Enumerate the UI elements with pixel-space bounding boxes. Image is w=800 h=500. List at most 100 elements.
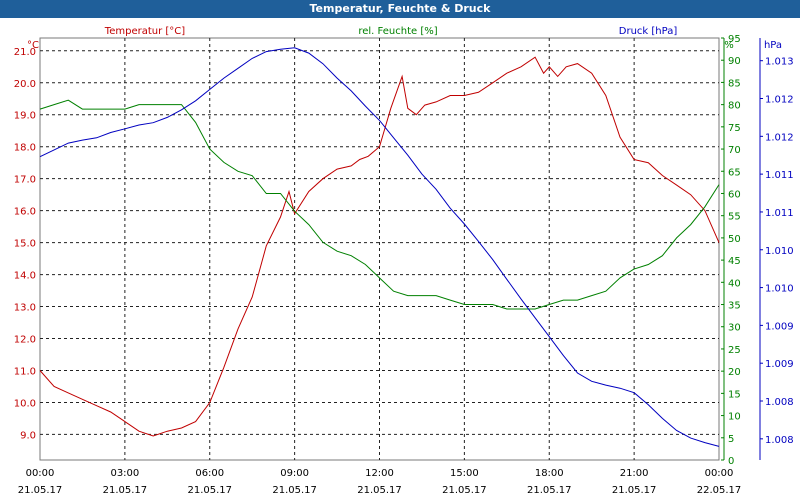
x-tick-date: 21.05.17 bbox=[187, 485, 232, 496]
data-point-pressure bbox=[53, 149, 55, 151]
data-point-humidity bbox=[152, 104, 154, 106]
data-point-temperature bbox=[152, 435, 154, 437]
humidity-tick-label: 10 bbox=[728, 412, 741, 423]
data-point-pressure bbox=[322, 63, 324, 65]
data-point-humidity bbox=[124, 108, 126, 110]
temperature-tick-label: 9.0 bbox=[20, 430, 36, 441]
x-tick-date: 21.05.17 bbox=[612, 485, 657, 496]
window-title: Temperatur, Feuchte & Druck bbox=[0, 0, 800, 18]
x-tick-time: 18:00 bbox=[535, 468, 564, 479]
data-point-temperature bbox=[605, 95, 607, 97]
data-point-humidity bbox=[704, 206, 706, 208]
humidity-tick-label: 60 bbox=[728, 189, 741, 200]
data-point-pressure bbox=[449, 207, 451, 209]
data-point-temperature bbox=[401, 75, 403, 77]
data-point-humidity bbox=[39, 108, 41, 110]
x-tick-time: 09:00 bbox=[280, 468, 309, 479]
humidity-tick-label: 70 bbox=[728, 145, 741, 156]
temperature-tick-label: 11.0 bbox=[14, 366, 36, 377]
data-point-pressure bbox=[223, 77, 225, 79]
pressure-tick-label: 1.010 bbox=[765, 246, 794, 257]
data-point-temperature bbox=[647, 162, 649, 164]
temperature-tick-label: 13.0 bbox=[14, 303, 36, 314]
humidity-tick-label: 15 bbox=[728, 389, 741, 400]
data-point-temperature bbox=[520, 66, 522, 68]
data-point-temperature bbox=[138, 430, 140, 432]
data-point-temperature bbox=[543, 72, 545, 74]
data-point-temperature bbox=[251, 296, 253, 298]
data-point-humidity bbox=[435, 295, 437, 297]
data-point-temperature bbox=[577, 63, 579, 65]
data-point-pressure bbox=[209, 88, 211, 90]
data-point-humidity bbox=[661, 255, 663, 257]
humidity-tick-label: 80 bbox=[728, 101, 741, 112]
temperature-axis-title: Temperatur [°C] bbox=[104, 26, 185, 37]
data-point-temperature bbox=[619, 136, 621, 138]
data-point-humidity bbox=[81, 108, 83, 110]
data-point-humidity bbox=[251, 175, 253, 177]
data-point-temperature bbox=[359, 158, 361, 160]
pressure-axis-title: Druck [hPa] bbox=[619, 26, 678, 37]
data-point-humidity bbox=[265, 192, 267, 194]
data-point-humidity bbox=[520, 308, 522, 310]
data-point-humidity bbox=[308, 224, 310, 226]
data-point-temperature bbox=[534, 56, 536, 58]
data-point-humidity bbox=[534, 308, 536, 310]
data-point-pressure bbox=[548, 336, 550, 338]
humidity-unit-label: % bbox=[724, 40, 734, 51]
data-point-pressure bbox=[393, 137, 395, 139]
data-point-temperature bbox=[690, 194, 692, 196]
data-point-temperature bbox=[704, 210, 706, 212]
data-point-pressure bbox=[463, 223, 465, 225]
humidity-tick-label: 35 bbox=[728, 301, 741, 312]
data-point-humidity bbox=[67, 99, 69, 101]
x-tick-time: 15:00 bbox=[450, 468, 479, 479]
data-point-humidity bbox=[223, 161, 225, 163]
pressure-tick-label: 1.009 bbox=[765, 359, 794, 370]
data-point-pressure bbox=[676, 430, 678, 432]
data-point-pressure bbox=[166, 116, 168, 118]
x-tick-date: 21.05.17 bbox=[18, 485, 63, 496]
x-tick-time: 00:00 bbox=[26, 468, 55, 479]
data-point-pressure bbox=[336, 77, 338, 79]
data-point-temperature bbox=[367, 155, 369, 157]
pressure-unit-label: hPa bbox=[764, 40, 782, 51]
data-point-humidity bbox=[577, 299, 579, 301]
series-line-humidity bbox=[39, 99, 720, 310]
data-point-pressure bbox=[562, 355, 564, 357]
data-point-temperature bbox=[265, 245, 267, 247]
data-point-humidity bbox=[718, 184, 720, 186]
data-point-pressure bbox=[407, 154, 409, 156]
data-point-pressure bbox=[718, 445, 720, 447]
data-point-temperature bbox=[565, 66, 567, 68]
data-point-humidity bbox=[195, 121, 197, 123]
pressure-tick-label: 1.013 bbox=[765, 57, 794, 68]
data-point-temperature bbox=[124, 421, 126, 423]
grid bbox=[40, 38, 719, 460]
x-tick-date: 22.05.17 bbox=[697, 485, 742, 496]
data-point-temperature bbox=[350, 165, 352, 167]
data-point-temperature bbox=[67, 392, 69, 394]
data-point-pressure bbox=[478, 240, 480, 242]
data-point-humidity bbox=[166, 104, 168, 106]
humidity-tick-label: 45 bbox=[728, 256, 741, 267]
x-tick-date: 21.05.17 bbox=[442, 485, 487, 496]
humidity-tick-label: 40 bbox=[728, 278, 741, 289]
x-tick-time: 03:00 bbox=[110, 468, 139, 479]
data-point-temperature bbox=[39, 369, 41, 371]
data-point-humidity bbox=[619, 277, 621, 279]
humidity-tick-label: 55 bbox=[728, 212, 741, 223]
pressure-tick-label: 1.012 bbox=[765, 95, 794, 106]
data-point-pressure bbox=[265, 51, 267, 53]
data-point-pressure bbox=[364, 105, 366, 107]
data-point-temperature bbox=[676, 184, 678, 186]
data-point-pressure bbox=[180, 109, 182, 111]
data-point-pressure bbox=[534, 317, 536, 319]
data-point-humidity bbox=[407, 295, 409, 297]
data-point-temperature bbox=[166, 430, 168, 432]
x-tick-time: 00:00 bbox=[705, 468, 734, 479]
data-point-humidity bbox=[138, 104, 140, 106]
humidity-tick-label: 5 bbox=[728, 434, 734, 445]
data-point-pressure bbox=[690, 437, 692, 439]
